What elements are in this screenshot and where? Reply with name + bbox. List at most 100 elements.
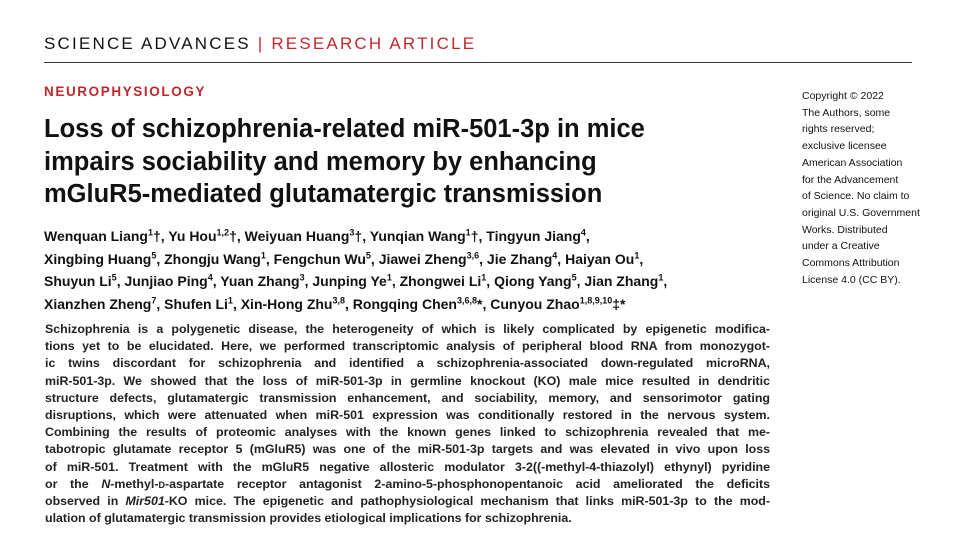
- abstract-line: tabotropic glutamate receptor 5 (mGluR5)…: [45, 442, 770, 457]
- affiliation: 5: [571, 272, 577, 283]
- abstract-run: d: [158, 476, 165, 491]
- author: Haiyan Ou1,: [565, 249, 643, 266]
- abstract-line: ic twins discordant for schizophrenia an…: [45, 356, 770, 371]
- separator: ,: [362, 228, 367, 244]
- copyright-line: Works. Distributed: [802, 223, 888, 236]
- author-name: Jiawei Zheng: [378, 250, 467, 267]
- affiliation: 1: [481, 272, 487, 283]
- separator: ,: [116, 273, 121, 289]
- author-name: Shuyun Li: [44, 273, 112, 289]
- author: Jie Zhang4,: [486, 249, 562, 267]
- affiliation: 1: [227, 294, 233, 305]
- copyright-line: Commons Attribution: [802, 257, 900, 270]
- separator: ,: [478, 228, 483, 244]
- abstract-line: or the N-methyl-d-aspartate receptor ant…: [45, 476, 770, 493]
- separator: ,: [156, 250, 161, 267]
- journal-name: SCIENCE ADVANCES: [44, 34, 251, 53]
- author-line: Wenquan Liang1†, Yu Hou1,2†, Weiyuan Hua…: [44, 225, 667, 248]
- author: Xin-Hong Zhu3,8,: [240, 294, 349, 312]
- separator: ,: [557, 250, 562, 267]
- abstract: Schizophrenia is a polygenetic disease, …: [45, 321, 770, 527]
- author-name: Junping Ye: [312, 273, 387, 289]
- abstract-line: Combining the results of proteomic analy…: [45, 425, 770, 440]
- abstract-line: disruptions, which were attenuated when …: [45, 407, 770, 422]
- author-name: Jie Zhang: [486, 250, 553, 267]
- article-title: Loss of schizophrenia-related miR-501-3p…: [44, 113, 645, 211]
- abstract-run: N: [101, 476, 111, 491]
- abstract-line: miR-501-3p. We showed that the loss of m…: [45, 373, 770, 388]
- author-list: Wenquan Liang1†, Yu Hou1,2†, Weiyuan Hua…: [44, 225, 667, 315]
- abstract-line: observed in Mir501-KO mice. The epigenet…: [45, 493, 770, 510]
- title-line: Loss of schizophrenia-related miR-501-3p…: [44, 115, 645, 143]
- author-line: Xingbing Huang5, Zhongju Wang 1, Fengchun…: [44, 248, 667, 271]
- affiliation: 4: [552, 249, 558, 260]
- abstract-line: structure defects, glutamatergic transmi…: [45, 390, 770, 405]
- separator: ,: [156, 295, 161, 312]
- copyright-line: American Association: [802, 156, 903, 169]
- abstract-run: or the: [45, 476, 102, 491]
- abstract-run: observed in: [45, 493, 126, 508]
- author: Weiyuan Huang3†,: [245, 228, 366, 244]
- affiliation: 3: [349, 227, 355, 238]
- author: Fengchun Wu5,: [274, 250, 375, 266]
- author-line: Xianzhen Zheng7, Shufen Li1, Xin-Hong Zh…: [44, 293, 667, 316]
- author: Jian Zhang1,: [584, 273, 667, 289]
- copyright-line: under a Creative: [802, 240, 880, 253]
- journal-header: SCIENCE ADVANCES | RESEARCH ARTICLE: [44, 34, 476, 54]
- author-name: Yuan Zhang: [220, 273, 300, 289]
- copyright-line: exclusive licensee: [802, 140, 887, 153]
- affiliation: 7: [151, 294, 157, 305]
- separator: ,: [486, 273, 491, 289]
- author-name: Weiyuan Huang: [244, 228, 350, 244]
- title-line: mGluR5-mediated glutamatergic transmissi…: [44, 180, 603, 208]
- author: Yunqian Wang1†,: [370, 228, 483, 244]
- author: Tingyun Jiang4,: [486, 228, 590, 244]
- abstract-line: of miR-501. Treatment with the mGluR5 ne…: [45, 459, 770, 474]
- separator: ,: [232, 295, 237, 312]
- copyright-line: original U.S. Government: [802, 206, 920, 219]
- separator: ,: [345, 295, 349, 312]
- header-rule: [44, 62, 912, 63]
- author-name: Zhongwei Li: [399, 273, 482, 289]
- author: Rongqing Chen3,6,8*,: [353, 294, 487, 312]
- affiliation: 4: [207, 272, 213, 283]
- author-mark: †: [229, 228, 237, 244]
- author: Yu Hou1,2†,: [168, 228, 240, 244]
- separator: ,: [663, 273, 668, 289]
- author-name: Xianzhen Zheng: [44, 295, 152, 312]
- author-name: Qiong Yang: [494, 273, 572, 289]
- abstract-line: ulation of glutamatergic transmission pr…: [45, 511, 572, 526]
- abstract-run: -methyl-: [110, 476, 159, 491]
- author: Junping Ye1,: [312, 273, 395, 289]
- affiliation: 1: [634, 249, 640, 260]
- author: Shuyun Li5,: [44, 273, 121, 289]
- author-name: Yunqian Wang: [369, 228, 466, 244]
- copyright-line: for the Advancement: [802, 173, 899, 186]
- author: Xianzhen Zheng7,: [44, 294, 161, 312]
- author-name: Xingbing Huang: [44, 250, 152, 267]
- author-mark: †: [354, 228, 363, 244]
- article-type: RESEARCH ARTICLE: [271, 34, 477, 53]
- divider: |: [257, 34, 265, 53]
- affiliation: 3,8: [332, 294, 345, 305]
- author: Yuan Zhang3,: [220, 273, 308, 289]
- author-name: Zhongju Wang: [164, 250, 261, 267]
- affiliation: 5: [111, 272, 117, 283]
- separator: ,: [236, 228, 241, 244]
- author-name: Xin-Hong Zhu: [240, 295, 333, 312]
- separator: ,: [576, 273, 581, 289]
- author-name: Junjiao Ping: [124, 273, 208, 289]
- abstract-run: -aspartate receptor antagonist 2-amino-5…: [164, 476, 770, 491]
- copyright-line: The Authors, some: [802, 106, 891, 119]
- author: Xingbing Huang5,: [44, 250, 161, 267]
- separator: ,: [585, 228, 590, 244]
- affiliation: 3,6: [466, 249, 480, 260]
- separator: ,: [265, 250, 270, 267]
- separator: ,: [482, 295, 487, 312]
- affiliation: 3,6,8: [456, 294, 478, 305]
- abstract-line: Schizophrenia is a polygenetic disease, …: [45, 322, 770, 336]
- affiliation: 1: [658, 272, 664, 283]
- author: Zhongwei Li1,: [400, 273, 491, 289]
- author: Cunyou Zhao1,8,9,10‡*: [490, 295, 625, 311]
